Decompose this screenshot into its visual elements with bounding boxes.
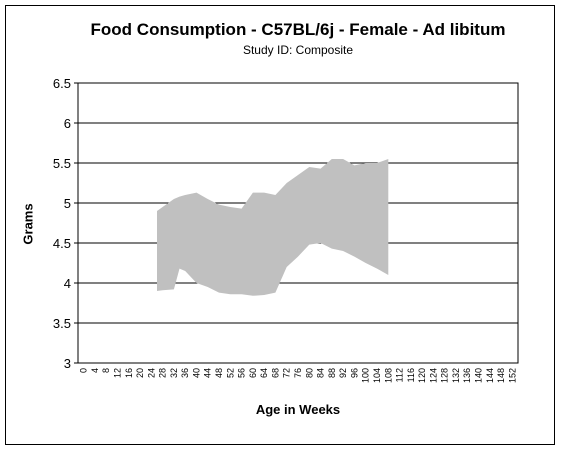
chart-subtitle: Study ID: Composite — [242, 43, 354, 57]
x-tick-label: 108 — [383, 368, 393, 383]
x-tick-label: 12 — [113, 368, 123, 378]
x-tick-label: 20 — [135, 368, 145, 378]
x-tick-label: 92 — [338, 368, 348, 378]
x-tick-labels: 0 4 8 12 16 20 24 28 32 36 40 44 48 52 56 60 64 68 72 76 80 8… — [79, 368, 518, 383]
x-tick-label: 84 — [316, 368, 326, 378]
y-tick-label: 3 — [64, 356, 71, 371]
x-axis-label: Age in Weeks — [255, 402, 341, 417]
x-tick-label: 72 — [282, 368, 292, 378]
x-tick-label: 0 — [79, 368, 89, 373]
x-tick-label: 88 — [327, 368, 337, 378]
x-tick-label: 56 — [237, 368, 247, 378]
x-tick-label: 8 — [101, 368, 111, 373]
x-tick-label: 96 — [349, 368, 359, 378]
x-tick-label: 116 — [406, 368, 416, 382]
x-tick-label: 60 — [248, 368, 258, 378]
x-tick-label: 40 — [192, 368, 202, 378]
x-tick-label: 76 — [293, 368, 303, 378]
x-tick-label: 132 — [451, 368, 461, 383]
x-tick-label: 52 — [225, 368, 235, 378]
x-tick-label: 112 — [395, 368, 405, 382]
y-tick-label: 4 — [64, 276, 71, 291]
y-tick-label: 5 — [64, 196, 71, 211]
x-tick-label: 68 — [270, 368, 280, 378]
data-band — [157, 159, 389, 296]
y-tick-label: 6.5 — [53, 76, 71, 91]
y-tick-label: 4.5 — [53, 236, 71, 251]
x-tick-label: 148 — [496, 368, 506, 383]
x-tick-label: 32 — [169, 368, 179, 378]
x-tick-label: 4 — [90, 368, 100, 373]
y-tick-label: 5.5 — [53, 156, 71, 171]
y-tick-label: 6 — [64, 116, 71, 131]
x-tick-label: 44 — [203, 368, 213, 378]
x-tick-label: 16 — [124, 368, 134, 378]
plot-area-border — [77, 82, 519, 364]
x-tick-label: 152 — [507, 368, 517, 383]
x-tick-label: 144 — [485, 368, 495, 383]
x-tick-label: 28 — [158, 368, 168, 378]
x-tick-label: 140 — [474, 368, 484, 383]
x-tick-label: 104 — [372, 368, 382, 383]
y-tick-labels: 6.5 6 5.5 5 4.5 4 3.5 3 — [53, 76, 71, 371]
x-tick-label: 136 — [462, 368, 472, 383]
x-tick-label: 80 — [304, 368, 314, 378]
x-tick-label: 124 — [428, 368, 438, 383]
series-band — [157, 159, 389, 296]
chart-title: Food Consumption - C57BL/6j - Female - A… — [90, 20, 506, 39]
x-tick-label: 128 — [440, 368, 450, 383]
x-tick-label: 48 — [214, 368, 224, 378]
y-tick-label: 3.5 — [53, 316, 71, 331]
x-tick-label: 100 — [361, 368, 371, 383]
x-tick-label: 120 — [417, 368, 427, 383]
x-tick-label: 24 — [146, 368, 156, 378]
x-tick-label: 36 — [180, 368, 190, 378]
x-tick-label: 64 — [259, 368, 269, 378]
